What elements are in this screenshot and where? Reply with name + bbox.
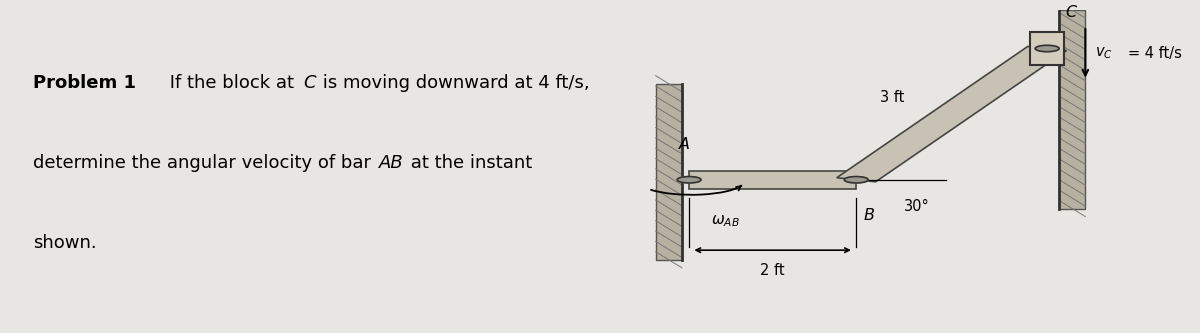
Bar [689,171,856,188]
Text: 30°: 30° [904,199,930,214]
Text: shown.: shown. [32,234,96,252]
Text: B: B [863,208,875,223]
Bar [655,84,682,260]
Text: C: C [1066,5,1076,20]
Polygon shape [836,47,1067,182]
Text: determine the angular velocity of bar: determine the angular velocity of bar [32,154,377,172]
Text: = 4 ft/s: = 4 ft/s [1128,46,1182,61]
Text: $v_C$: $v_C$ [1094,45,1112,61]
Text: $\omega_{AB}$: $\omega_{AB}$ [710,213,739,229]
Text: AB: AB [379,154,403,172]
Text: at the instant: at the instant [406,154,533,172]
Text: If the block at: If the block at [164,74,300,92]
Text: is moving downward at 4 ft/s,: is moving downward at 4 ft/s, [317,74,589,92]
Bar [1031,33,1064,65]
Text: C: C [304,74,316,92]
Circle shape [845,176,868,183]
Bar [1060,10,1085,208]
Text: 2 ft: 2 ft [761,263,785,278]
Text: A: A [679,137,690,152]
Circle shape [677,176,701,183]
Text: Problem 1: Problem 1 [32,74,136,92]
Circle shape [1036,45,1060,52]
Text: 3 ft: 3 ft [880,90,904,105]
